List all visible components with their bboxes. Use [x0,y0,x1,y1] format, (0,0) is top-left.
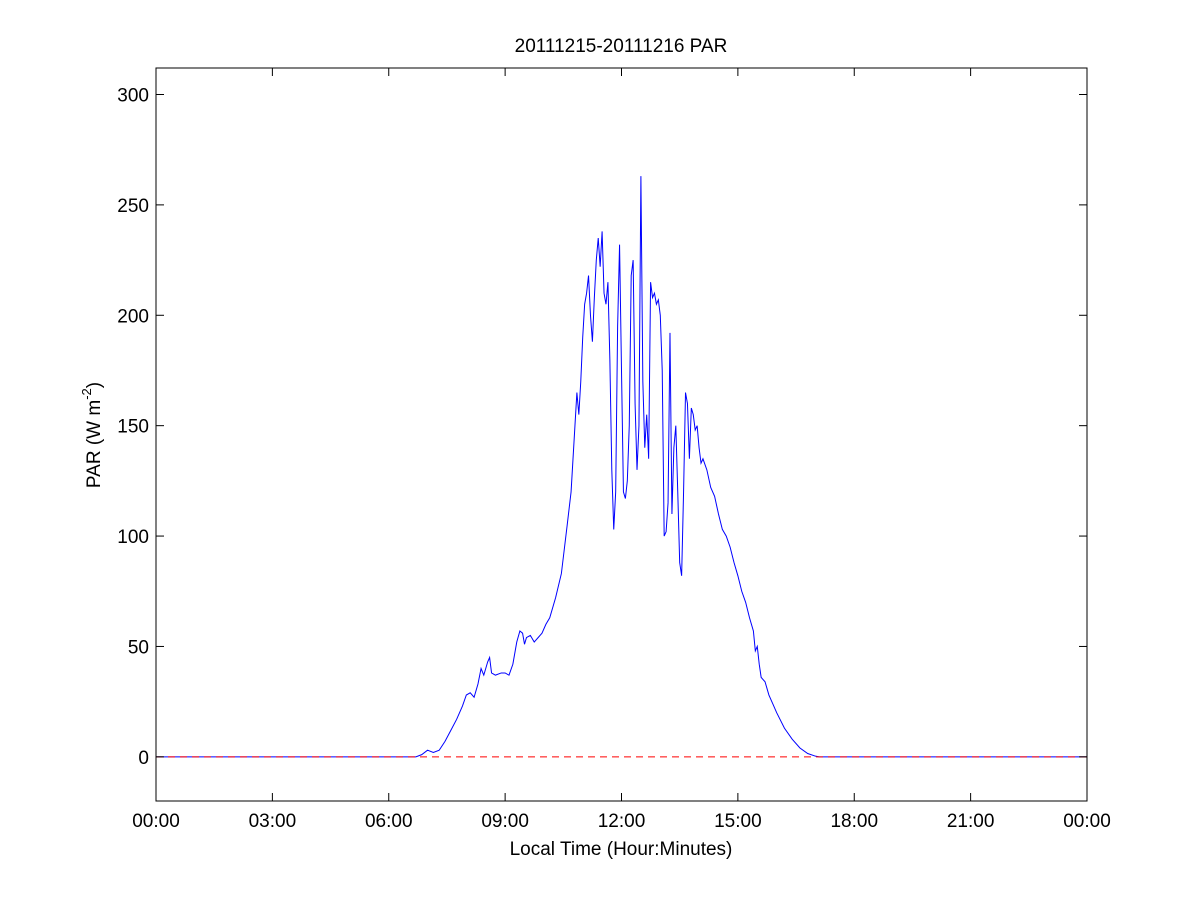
x-tick-label: 21:00 [947,811,995,832]
x-tick-label: 12:00 [598,811,646,832]
y-tick-label: 300 [117,85,149,106]
x-tick-label: 00:00 [1063,811,1111,832]
x-tick-label: 09:00 [481,811,529,832]
y-axis-label-superscript: -2 [79,388,94,400]
tick-layer: 00:00 03:00 06:00 09:00 12:00 15:00 18:00 21:00… [117,68,1111,832]
y-tick-label: 0 [138,748,149,769]
y-axis-label: PAR (W m-2) [79,382,105,488]
series-layer [156,176,1087,758]
x-tick-label: 06:00 [365,811,413,832]
plot-area [156,68,1087,801]
x-tick-label: 00:00 [132,811,180,832]
x-tick-label: 03:00 [249,811,297,832]
y-tick-label: 100 [117,527,149,548]
y-tick-label: 250 [117,196,149,217]
y-axis-label-base: PAR (W m [84,400,105,488]
chart-title: 20111215-20111216 PAR [515,36,728,57]
y-tick-label: 150 [117,417,149,438]
y-axis-label-suffix: ) [84,382,105,388]
y-tick-label: 200 [117,306,149,327]
x-tick-label: 18:00 [830,811,878,832]
x-tick-label: 15:00 [714,811,762,832]
series-line-1 [156,176,1087,758]
x-axis-label: Local Time (Hour:Minutes) [510,839,733,860]
y-tick-label: 50 [128,637,149,658]
